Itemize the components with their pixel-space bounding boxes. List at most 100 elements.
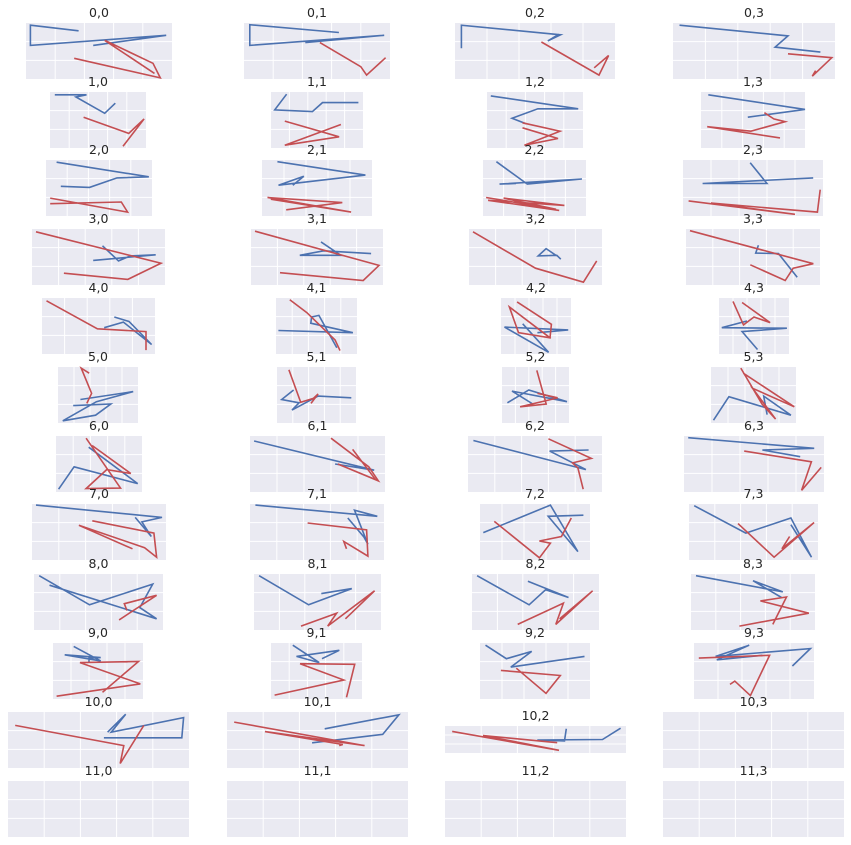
series-line-blue: [273, 93, 359, 113]
series-line-blue: [536, 247, 562, 260]
series-line-blue: [721, 320, 787, 351]
series-line-red: [740, 367, 795, 420]
series-line-blue: [258, 575, 353, 606]
subplot-title: 0,1: [307, 5, 327, 20]
subplot-title: 8,3: [743, 556, 763, 571]
subplot-title: 10,0: [85, 694, 113, 709]
grid-lines: [673, 23, 835, 79]
series-line-blue: [712, 394, 792, 421]
axes-background: [271, 92, 363, 148]
subplot: 0,3: [673, 5, 835, 79]
grid-lines: [8, 781, 189, 837]
grid-lines: [250, 504, 384, 560]
subplot: 1,0: [50, 74, 146, 148]
series-line-red: [289, 299, 341, 351]
subplot-title: 1,0: [88, 74, 108, 89]
series-line-red: [288, 369, 319, 404]
series-line-red: [732, 301, 771, 327]
subplot: 9,1: [271, 625, 362, 699]
subplot: 11,1: [227, 763, 408, 837]
series-line-red: [744, 450, 822, 491]
subplot-title: 0,2: [525, 5, 545, 20]
subplot: 1,2: [487, 74, 583, 148]
subplot-title: 7,1: [307, 486, 327, 501]
series-line-red: [254, 230, 381, 282]
series-line-red: [300, 590, 376, 627]
grid-lines: [227, 712, 408, 768]
subplot: 0,0: [26, 5, 172, 80]
series-line-blue: [103, 713, 185, 739]
grid-lines: [32, 504, 166, 560]
grid-lines: [502, 367, 569, 423]
series-line-blue: [255, 504, 378, 545]
subplot: 3,0: [32, 211, 165, 285]
axes-background: [250, 504, 384, 560]
subplot: 5,1: [277, 349, 356, 423]
subplot-title: 11,2: [522, 763, 550, 778]
grid-lines: [719, 298, 789, 354]
subplot: 2,3: [683, 142, 823, 216]
series-line-blue: [56, 161, 149, 189]
series-line-blue: [54, 94, 116, 115]
subplot: 6,3: [684, 418, 824, 492]
subplot: 5,0: [58, 349, 138, 423]
axes-background: [58, 367, 138, 423]
series-line-blue: [504, 323, 569, 353]
subplot-title: 4,1: [307, 280, 327, 295]
series-line-red: [737, 521, 815, 559]
subplot-title: 5,0: [88, 349, 108, 364]
subplot: 7,2: [480, 486, 590, 560]
axes-background: [480, 504, 590, 560]
subplot-title: 7,3: [744, 486, 764, 501]
subplot: 9,0: [53, 625, 143, 699]
series-line-blue: [29, 24, 167, 47]
subplot: 9,3: [694, 625, 814, 699]
subplot-title: 2,3: [743, 142, 763, 157]
subplot: 8,3: [691, 556, 815, 630]
axes-background: [487, 92, 583, 148]
series-line-blue: [249, 23, 385, 47]
series-line-blue: [490, 95, 579, 125]
series-line-red: [35, 231, 164, 281]
grid-lines: [701, 92, 805, 148]
subplot-title: 7,2: [525, 486, 545, 501]
series-line-blue: [506, 389, 568, 405]
subplot: 0,1: [244, 5, 390, 79]
axes-background: [472, 574, 599, 630]
axes-background: [469, 229, 602, 285]
axes-background: [711, 367, 796, 423]
subplot-title: 10,1: [304, 694, 332, 709]
series-line-red: [118, 594, 158, 621]
grid-lines: [8, 712, 189, 768]
subplot-title: 1,3: [743, 74, 763, 89]
series-line-red: [472, 231, 598, 284]
series-line-blue: [482, 504, 584, 553]
axes-background: [683, 160, 823, 216]
axes-background: [50, 92, 146, 148]
series-line-blue: [279, 389, 352, 411]
series-line-blue: [35, 504, 163, 538]
subplot: 10,0: [8, 694, 189, 768]
series-line-blue: [277, 160, 366, 186]
subplot-title: 0,0: [89, 5, 109, 20]
series-line-blue: [695, 574, 784, 599]
subplot: 5,2: [502, 349, 569, 423]
subplot-title: 8,0: [89, 556, 109, 571]
axes-background: [8, 781, 189, 837]
subplot-title: 7,0: [89, 486, 109, 501]
subplot-title: 2,0: [89, 142, 109, 157]
series-line-blue: [312, 713, 401, 744]
series-line-red: [15, 724, 145, 764]
subplot: 1,3: [701, 74, 806, 148]
subplot-title: 6,3: [744, 418, 764, 433]
series-line-blue: [693, 504, 813, 558]
subplot: 2,0: [46, 142, 152, 216]
subplot-title: 4,0: [89, 280, 109, 295]
axes-background: [701, 92, 805, 148]
series-line-blue: [64, 645, 102, 662]
subplot-title: 10,2: [522, 708, 550, 723]
subplot-title: 3,2: [526, 211, 546, 226]
subplot: 6,1: [250, 418, 385, 492]
subplot-title: 3,0: [89, 211, 109, 226]
series-line-blue: [103, 316, 153, 346]
